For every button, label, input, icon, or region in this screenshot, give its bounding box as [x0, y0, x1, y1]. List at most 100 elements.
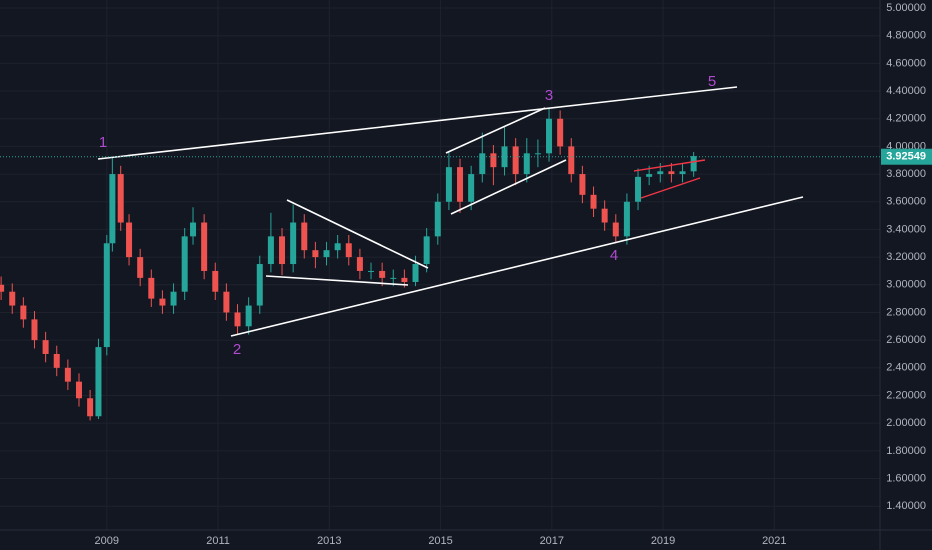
candle-body	[479, 153, 486, 175]
candle-body	[159, 298, 166, 306]
candles	[0, 107, 697, 421]
trend-line	[445, 107, 546, 154]
candle-body	[137, 257, 144, 278]
y-tick-label: 3.00000	[886, 279, 926, 291]
trend-line	[265, 275, 409, 286]
trend-lines	[97, 86, 804, 337]
wedge-line	[640, 177, 701, 199]
candle-body	[379, 270, 386, 278]
candle-body	[457, 167, 464, 202]
candle-body	[679, 171, 686, 175]
candle-body	[31, 319, 38, 341]
candle-body	[290, 222, 297, 265]
candle-body	[568, 146, 575, 175]
x-tick-label: 2011	[206, 535, 230, 547]
y-tick-label: 4.60000	[886, 57, 926, 69]
wedge-line	[633, 159, 706, 172]
candle-body	[42, 340, 49, 354]
trend-line	[230, 196, 804, 337]
candle-body	[267, 236, 274, 265]
candle-body	[256, 264, 263, 306]
candle-body	[53, 353, 60, 368]
candle-body	[512, 146, 519, 175]
candle-body	[20, 305, 27, 320]
candle-body	[557, 118, 564, 147]
candle-body	[95, 347, 102, 417]
candle-body	[534, 153, 541, 155]
candle-body	[635, 176, 642, 202]
candle-body	[279, 236, 286, 265]
y-tick-label: 1.60000	[886, 472, 926, 484]
candle-body	[234, 312, 241, 327]
candle-body	[64, 367, 71, 382]
candle-body	[490, 153, 497, 168]
wave-label: 1	[99, 134, 107, 151]
candle-body	[0, 284, 5, 292]
candle-body	[245, 305, 252, 327]
candle-body	[103, 243, 110, 348]
candle-body	[345, 243, 352, 258]
candle-body	[312, 250, 319, 258]
y-tick-label: 2.60000	[886, 334, 926, 346]
candle-body	[468, 174, 475, 202]
candle-body	[223, 291, 230, 313]
y-tick-label: 1.80000	[886, 445, 926, 457]
candle-body	[434, 201, 441, 237]
y-tick-label: 4.40000	[886, 85, 926, 97]
candle-body	[601, 208, 608, 223]
candle-body	[148, 277, 155, 299]
wave-label: 4	[610, 247, 618, 264]
candle-body	[368, 270, 375, 272]
x-tick-label: 2009	[95, 535, 119, 547]
trend-line	[286, 199, 429, 269]
candle-body	[301, 222, 308, 251]
candle-body	[170, 291, 177, 306]
candle-body	[579, 174, 586, 195]
candle-body	[668, 171, 675, 175]
y-tick-label: 4.80000	[886, 30, 926, 42]
candle-body	[190, 222, 197, 237]
candle-body	[212, 270, 219, 292]
candle-body	[401, 277, 408, 283]
candle-body	[75, 381, 82, 399]
x-tick-label: 2021	[762, 535, 786, 547]
candle-body	[546, 118, 553, 154]
trend-line	[450, 159, 567, 215]
candle-body	[445, 167, 452, 202]
last-price-box	[881, 148, 932, 165]
y-tick-label: 3.20000	[886, 251, 926, 263]
candle-body	[390, 277, 397, 279]
candle-body	[9, 291, 16, 306]
y-tick-label: 3.60000	[886, 196, 926, 208]
candle-body	[201, 222, 208, 271]
candle-body	[356, 257, 363, 271]
candle-body	[612, 222, 619, 237]
y-tick-label: 2.80000	[886, 306, 926, 318]
wave-label: 5	[708, 73, 716, 90]
wave-label: 3	[545, 87, 553, 104]
y-tick-label: 5.00000	[886, 2, 926, 14]
x-tick-label: 2019	[651, 535, 675, 547]
candle-body	[334, 243, 341, 251]
candle-body	[646, 174, 653, 177]
x-tick-label: 2013	[317, 535, 341, 547]
candle-body	[657, 171, 664, 175]
candle-body	[181, 236, 188, 292]
x-tick-label: 2017	[540, 535, 564, 547]
candle-body	[126, 222, 133, 258]
y-tick-label: 1.40000	[886, 500, 926, 512]
wave-label: 2	[233, 341, 241, 358]
y-tick-label: 3.80000	[886, 168, 926, 180]
candle-body	[523, 153, 530, 175]
candle-body	[109, 174, 116, 244]
candle-body	[590, 194, 597, 209]
y-tick-label: 2.20000	[886, 389, 926, 401]
candle-body	[323, 250, 330, 258]
trend-line	[97, 86, 738, 160]
y-tick-label: 4.20000	[886, 113, 926, 125]
candle-body	[412, 264, 419, 283]
y-tick-label: 2.00000	[886, 417, 926, 429]
